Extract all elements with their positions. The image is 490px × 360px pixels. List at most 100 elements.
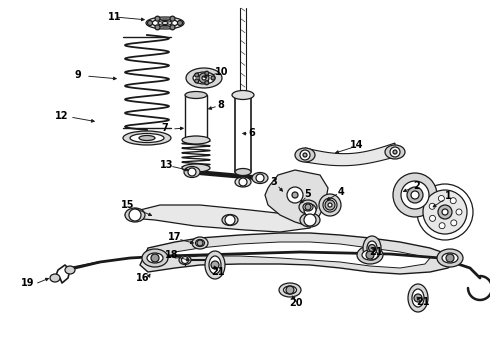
Circle shape [451, 220, 457, 226]
Circle shape [439, 223, 445, 229]
Polygon shape [125, 205, 315, 232]
Circle shape [450, 198, 456, 204]
Circle shape [225, 215, 235, 225]
Circle shape [181, 256, 189, 264]
Text: 13: 13 [160, 160, 174, 170]
Text: 4: 4 [338, 187, 344, 197]
Ellipse shape [367, 241, 377, 255]
Text: 18: 18 [165, 250, 179, 260]
Text: 1: 1 [444, 191, 451, 201]
Ellipse shape [385, 145, 405, 159]
Circle shape [256, 174, 264, 182]
Circle shape [188, 168, 196, 176]
Ellipse shape [139, 135, 155, 140]
Text: 5: 5 [305, 189, 311, 199]
Circle shape [205, 81, 209, 85]
Ellipse shape [235, 177, 251, 187]
Ellipse shape [186, 68, 222, 88]
Polygon shape [175, 242, 430, 268]
Ellipse shape [179, 256, 191, 265]
Circle shape [411, 191, 419, 199]
Ellipse shape [442, 253, 458, 263]
Circle shape [151, 254, 159, 262]
Text: 21: 21 [369, 247, 383, 257]
Polygon shape [140, 233, 455, 274]
Circle shape [366, 251, 374, 259]
Bar [185, 95, 207, 140]
Ellipse shape [209, 256, 221, 274]
Circle shape [325, 200, 335, 210]
Circle shape [304, 214, 316, 226]
Ellipse shape [299, 200, 317, 214]
Circle shape [456, 209, 462, 215]
Circle shape [292, 192, 298, 198]
Circle shape [429, 203, 435, 209]
Text: 9: 9 [74, 70, 81, 80]
Circle shape [177, 21, 182, 26]
Text: 8: 8 [218, 100, 224, 110]
Circle shape [393, 173, 437, 217]
Ellipse shape [50, 274, 60, 282]
Ellipse shape [162, 22, 168, 24]
Ellipse shape [182, 136, 210, 144]
Text: 14: 14 [350, 140, 364, 150]
Ellipse shape [363, 236, 381, 260]
Text: 12: 12 [55, 111, 69, 121]
Circle shape [147, 21, 152, 26]
Circle shape [239, 178, 247, 186]
Circle shape [170, 16, 175, 21]
Ellipse shape [130, 134, 164, 143]
Ellipse shape [303, 203, 313, 211]
Text: 16: 16 [136, 273, 150, 283]
Text: 2: 2 [414, 181, 420, 191]
Ellipse shape [192, 237, 208, 249]
Text: 21: 21 [416, 297, 430, 307]
Text: 10: 10 [215, 67, 229, 77]
Ellipse shape [146, 17, 184, 29]
Text: 15: 15 [121, 200, 135, 210]
Circle shape [202, 76, 206, 80]
Text: 20: 20 [289, 298, 303, 308]
Circle shape [304, 204, 316, 216]
Circle shape [195, 79, 199, 83]
Circle shape [129, 209, 141, 221]
Circle shape [407, 187, 423, 203]
Circle shape [170, 25, 175, 30]
Ellipse shape [123, 131, 171, 145]
Text: 17: 17 [168, 232, 182, 242]
Polygon shape [305, 143, 395, 166]
Circle shape [211, 261, 219, 269]
Ellipse shape [193, 72, 215, 84]
Circle shape [328, 203, 332, 207]
Ellipse shape [319, 194, 341, 216]
Ellipse shape [65, 266, 75, 274]
Text: 3: 3 [270, 177, 277, 187]
Circle shape [211, 76, 215, 80]
Ellipse shape [184, 166, 200, 177]
Ellipse shape [232, 90, 254, 99]
Circle shape [442, 209, 448, 215]
Text: 11: 11 [108, 12, 122, 22]
Circle shape [305, 204, 311, 210]
Ellipse shape [142, 249, 168, 267]
Ellipse shape [196, 239, 204, 247]
Circle shape [393, 150, 397, 154]
Circle shape [197, 240, 203, 246]
Text: 21: 21 [211, 267, 225, 277]
Circle shape [155, 16, 160, 21]
Circle shape [195, 73, 199, 77]
Ellipse shape [235, 168, 251, 175]
Ellipse shape [362, 250, 378, 260]
Ellipse shape [357, 246, 383, 264]
Circle shape [155, 25, 160, 30]
Ellipse shape [300, 213, 320, 227]
Circle shape [401, 181, 429, 209]
Circle shape [287, 187, 303, 203]
Ellipse shape [295, 148, 315, 162]
Text: 7: 7 [162, 123, 169, 133]
Ellipse shape [408, 284, 428, 312]
Circle shape [439, 195, 444, 202]
Ellipse shape [158, 21, 172, 26]
Circle shape [417, 184, 473, 240]
Circle shape [390, 147, 400, 157]
